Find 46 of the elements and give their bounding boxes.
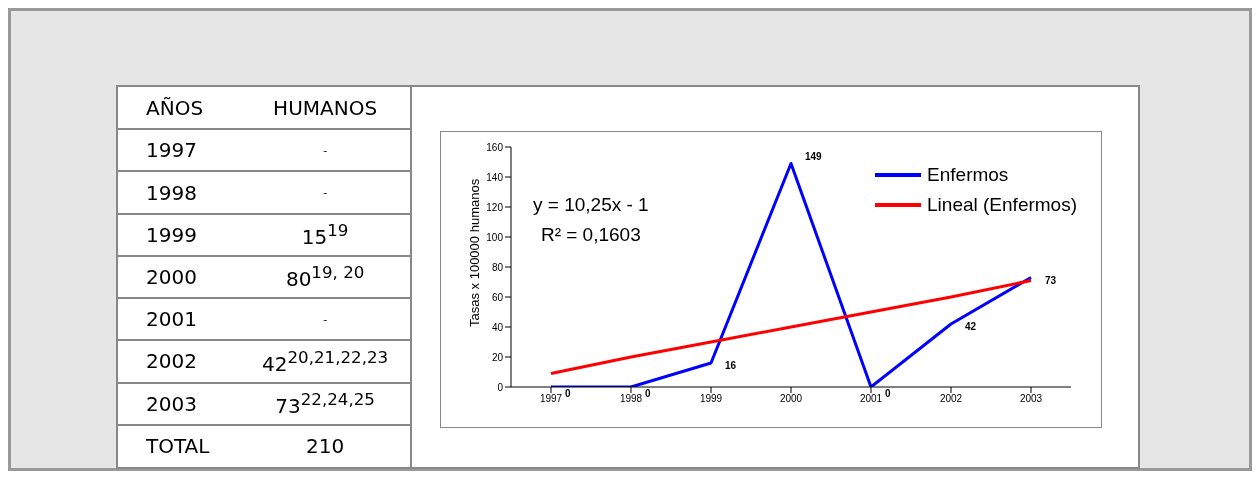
- text: 42$^{20,21,22,23}$: [261, 346, 390, 378]
- data-label: 0: [885, 388, 891, 399]
- x-tick-label: 1998: [619, 393, 643, 405]
- text: 2001: [145, 306, 198, 334]
- x-tick-label: 1997: [539, 393, 563, 405]
- y-tick-label: 140: [486, 171, 504, 183]
- y-tick-label: 120: [486, 201, 504, 213]
- annotation: R² = 0,1603: [539, 223, 642, 247]
- text: 1999: [145, 221, 198, 249]
- data-label: 0: [565, 388, 571, 399]
- legend-label: Enfermos: [926, 163, 1010, 187]
- text: 15$^{19}$: [300, 219, 350, 251]
- x-tick-label: 2001: [859, 393, 883, 405]
- text: AÑOS: [145, 94, 205, 122]
- text: 2002: [145, 348, 198, 376]
- y-tick-label: 0: [497, 381, 504, 393]
- text: 1997: [145, 137, 198, 165]
- y-tick-label: 80: [491, 261, 504, 273]
- data-label: 0: [645, 388, 651, 399]
- y-tick-label: 160: [486, 141, 504, 153]
- y-axis-title: Tasas x 100000 humanos: [466, 178, 482, 327]
- y-tick-label: 40: [491, 321, 504, 333]
- x-tick-label: 2003: [1019, 393, 1043, 405]
- data-label: 42: [965, 321, 977, 332]
- x-tick-label: 2002: [939, 393, 963, 405]
- text: 1998: [145, 179, 198, 207]
- data-label: 16: [725, 360, 737, 371]
- text: TOTAL: [145, 433, 211, 461]
- data-label: 73: [1045, 274, 1057, 286]
- text: HUMANOS: [272, 94, 379, 122]
- text: 2000: [145, 264, 198, 291]
- y-tick-label: 20: [491, 351, 504, 363]
- annotation: y = 10,25x - 1: [533, 193, 649, 217]
- legend-label: Lineal (Enfermos): [926, 193, 1077, 217]
- line-series: [549, 279, 1033, 375]
- text: -: [322, 185, 329, 202]
- text: 210: [305, 433, 346, 461]
- text: 73$^{22,24,25}$: [274, 388, 376, 420]
- text: -: [322, 311, 329, 328]
- text: 80$^{19, 20}$: [284, 262, 366, 293]
- y-tick-label: 100: [486, 231, 504, 243]
- y-tick-label: 60: [491, 291, 504, 303]
- x-tick-label: 1999: [699, 393, 723, 405]
- data-label: 149: [805, 150, 823, 162]
- x-tick-label: 2000: [779, 393, 803, 405]
- text: -: [322, 142, 329, 159]
